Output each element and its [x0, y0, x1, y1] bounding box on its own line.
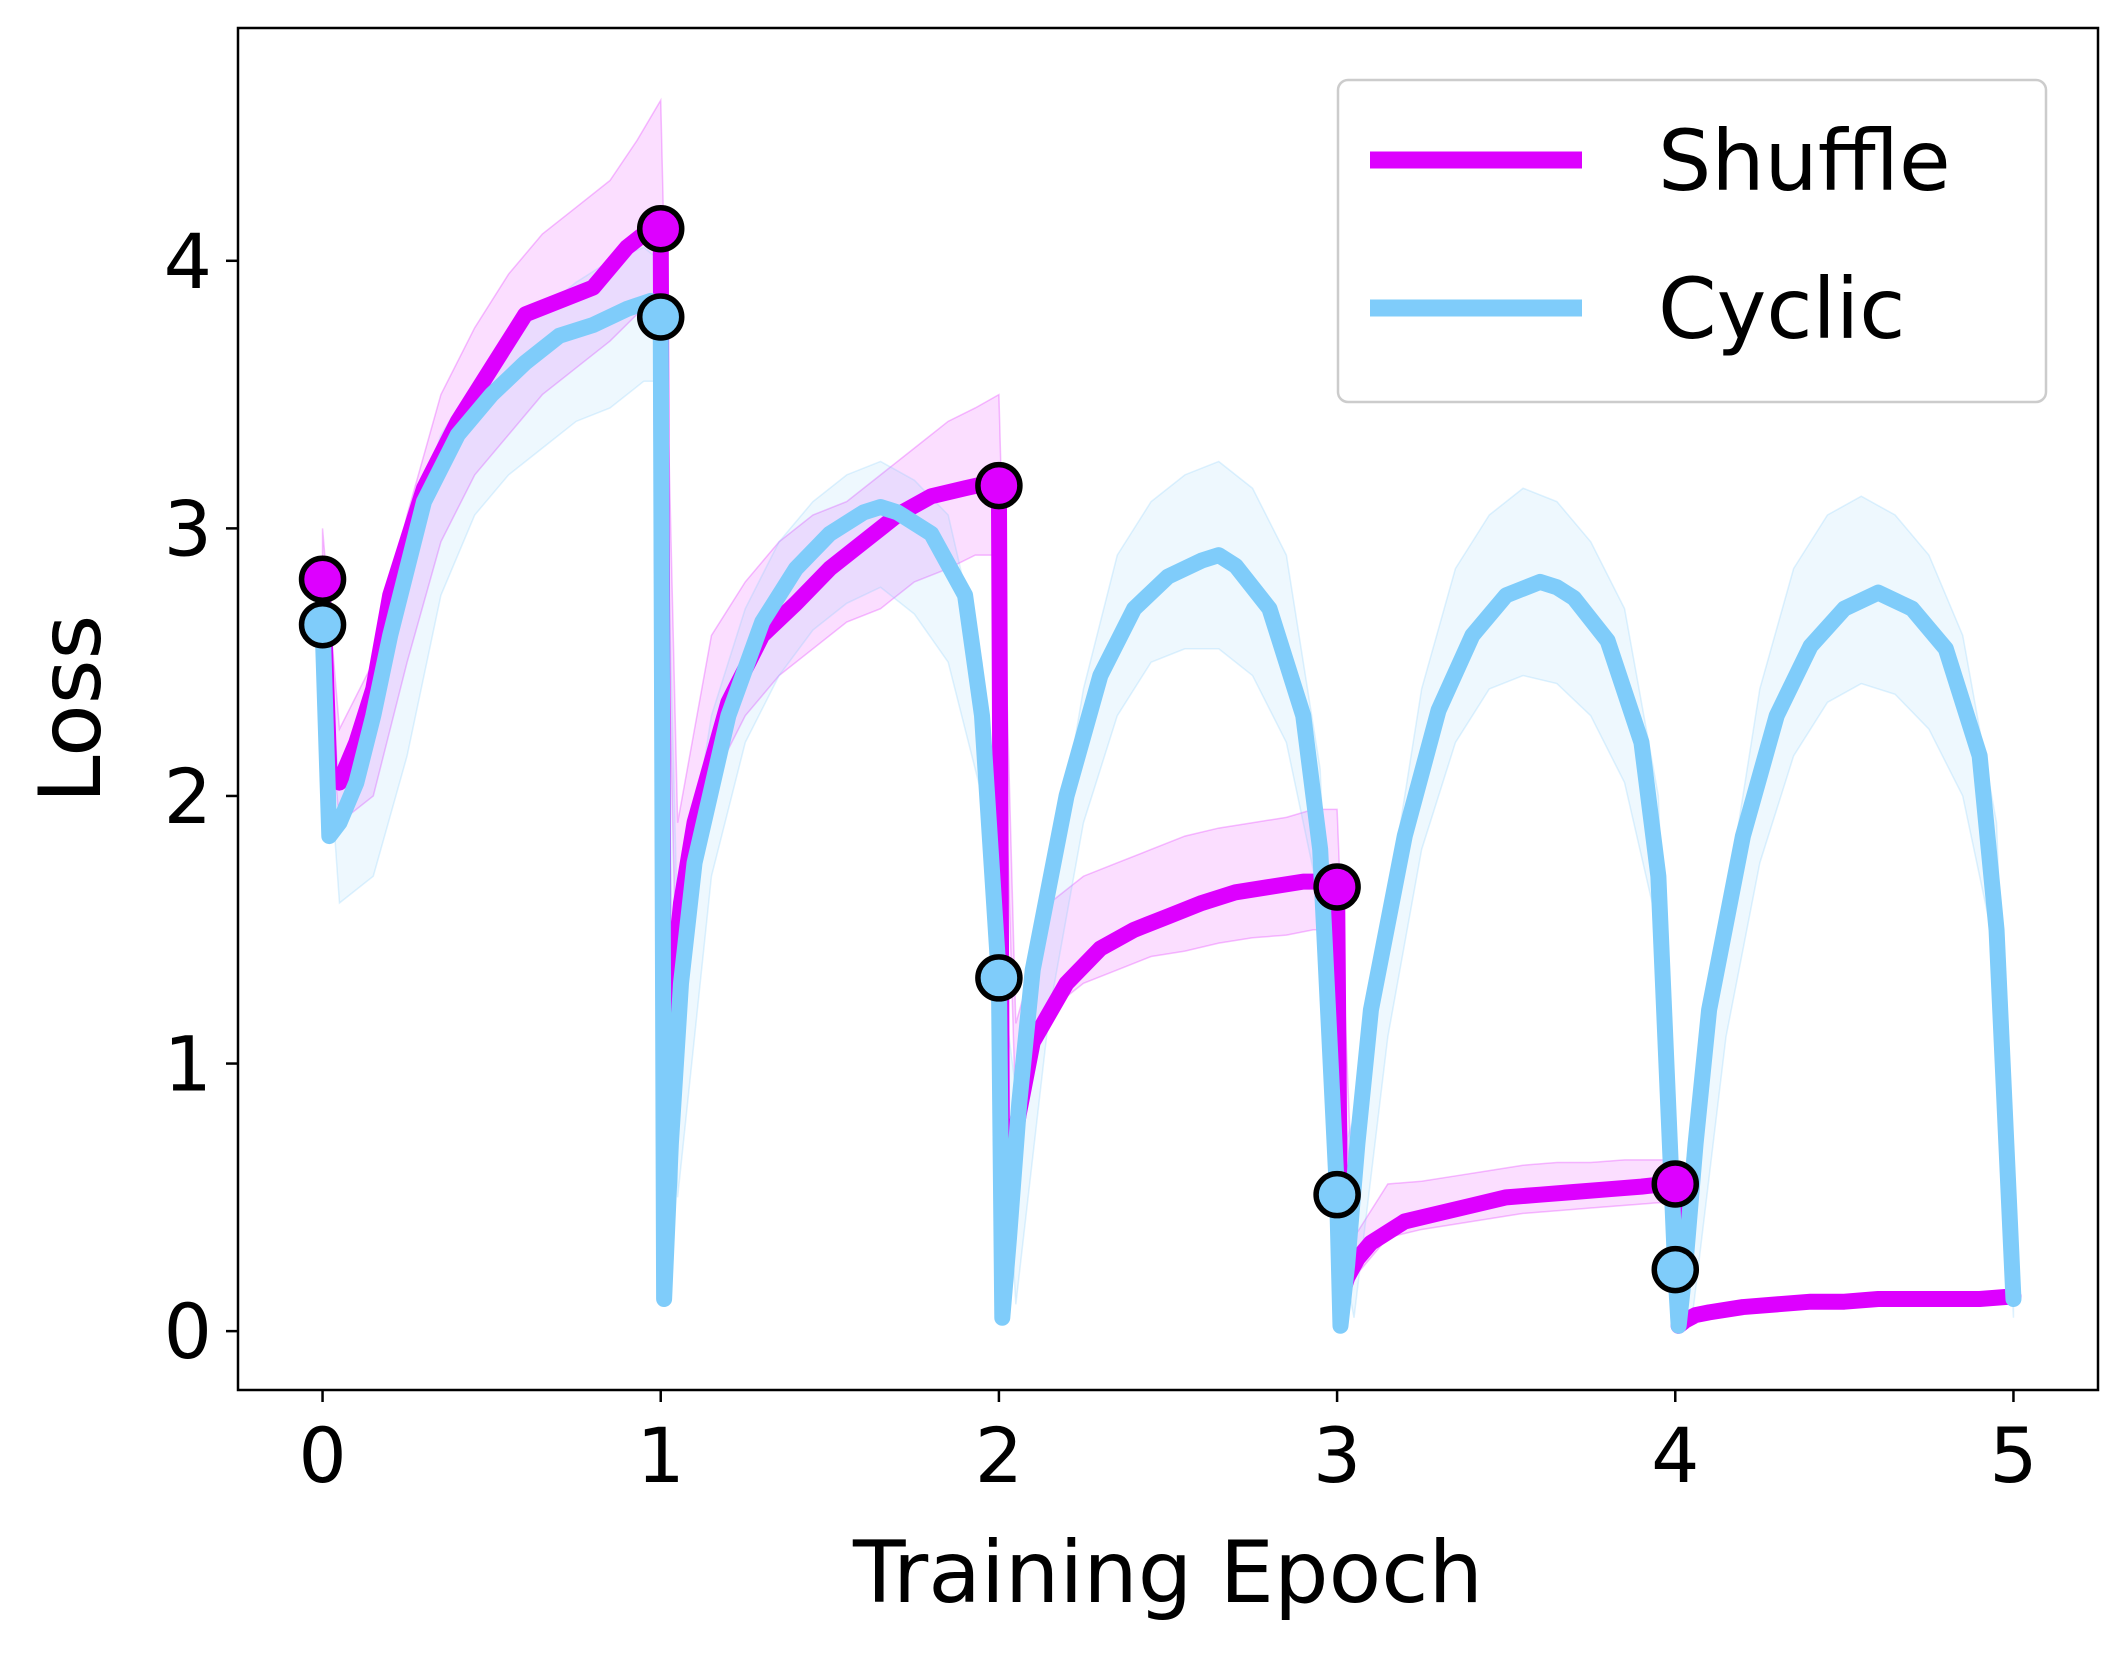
y-tick-label-3: 3 [164, 484, 212, 573]
x-tick-label-0: 0 [298, 1411, 346, 1500]
x-tick-label-4: 4 [1651, 1411, 1699, 1500]
x-axis-label: Training Epoch [852, 1523, 1483, 1623]
marker-cyclic-4 [1651, 1245, 1700, 1294]
marker-cyclic-2 [975, 954, 1023, 1002]
marker-shuffle-4 [1651, 1160, 1700, 1208]
y-axis-label: Loss [21, 615, 121, 804]
y-tick-label-1: 1 [164, 1020, 212, 1109]
y-tick-label-2: 2 [164, 752, 212, 841]
epoch-markers [298, 204, 1700, 1294]
x-tick-label-2: 2 [975, 1411, 1023, 1500]
marker-cyclic-0 [298, 600, 347, 649]
marker-shuffle-2 [975, 461, 1023, 510]
x-tick-label-3: 3 [1313, 1411, 1361, 1500]
marker-shuffle-1 [636, 204, 685, 253]
legend: Shuffle Cyclic [1336, 78, 2048, 404]
x-tick-label-5: 5 [1989, 1411, 2037, 1500]
y-tick-label-4: 4 [164, 217, 212, 306]
marker-shuffle-3 [1313, 863, 1361, 911]
plot-frame [236, 26, 2100, 1392]
x-tick-label-1: 1 [637, 1411, 685, 1500]
legend-label-cyclic: Cyclic [1658, 260, 1905, 358]
marker-cyclic-3 [1313, 1170, 1361, 1219]
y-tick-label-0: 0 [164, 1287, 212, 1376]
x-axis-ticks: 0 1 2 3 4 5 [298, 1390, 2038, 1500]
marker-shuffle-0 [298, 555, 347, 603]
band-cyclic [321, 246, 2015, 1320]
marker-cyclic-1 [636, 293, 685, 341]
y-axis-ticks: 0 1 2 3 4 [164, 217, 238, 1376]
legend-label-shuffle: Shuffle [1658, 112, 1951, 210]
